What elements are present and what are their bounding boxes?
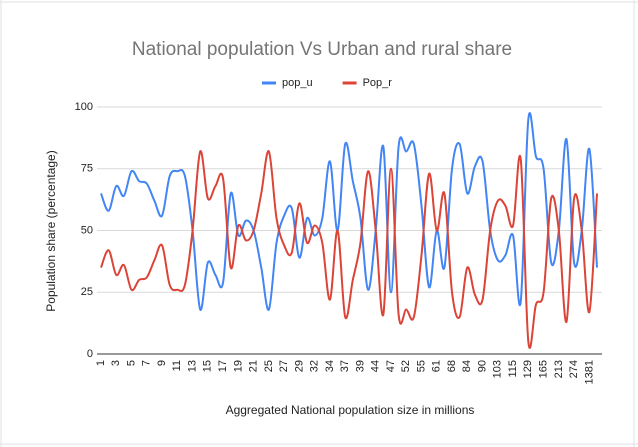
x-tick-label: 61	[431, 360, 443, 372]
x-tick-label: 15	[202, 360, 214, 372]
x-tick-label: 274	[568, 360, 580, 378]
x-tick-label: 129	[522, 360, 534, 378]
x-tick-label: 13	[186, 360, 198, 372]
x-tick-label: 44	[370, 360, 382, 372]
line-series	[100, 150, 598, 349]
x-tick-label: 17	[217, 360, 229, 372]
legend-label: Pop_r	[363, 77, 393, 89]
x-tick-label: 29	[293, 360, 305, 372]
x-tick-label: 3	[110, 360, 122, 366]
x-tick-label: 19	[232, 360, 244, 372]
y-tick-label: 50	[81, 224, 93, 236]
x-tick-label: 34	[324, 360, 336, 372]
x-tick-label: 5	[125, 360, 137, 366]
x-tick-label: 84	[461, 360, 473, 372]
chart-title: National population Vs Urban and rural s…	[132, 39, 512, 60]
x-tick-label: 115	[507, 360, 519, 378]
x-tick-label: 32	[309, 360, 321, 372]
x-tick-label: 103	[492, 360, 504, 378]
x-tick-label: 1381	[583, 360, 595, 384]
legend-label: pop_u	[282, 77, 313, 89]
x-tick-label: 21	[248, 360, 260, 372]
x-tick-label: 47	[385, 360, 397, 372]
x-tick-label: 11	[171, 360, 183, 371]
x-tick-label: 55	[415, 360, 427, 372]
x-tick-label: 52	[400, 360, 412, 372]
line-series	[100, 112, 598, 311]
x-tick-label: 68	[446, 360, 458, 372]
y-tick-label: 0	[87, 348, 93, 360]
x-tick-label: 1	[95, 360, 107, 366]
x-tick-label: 39	[354, 360, 366, 372]
x-tick-label: 213	[553, 360, 565, 378]
y-tick-label: 100	[75, 101, 93, 113]
x-tick-label: 90	[476, 360, 488, 372]
x-axis-label: Aggregated National population size in m…	[226, 403, 475, 417]
x-tick-label: 27	[278, 360, 290, 372]
x-tick-label: 165	[537, 360, 549, 378]
x-tick-label: 9	[156, 360, 168, 366]
y-tick-label: 75	[81, 163, 93, 175]
y-axis-label: Population share (percentage)	[44, 150, 58, 311]
y-tick-label: 25	[81, 286, 93, 298]
x-tick-label: 37	[339, 360, 351, 372]
x-tick-label: 25	[263, 360, 275, 372]
x-tick-label: 7	[141, 360, 153, 366]
